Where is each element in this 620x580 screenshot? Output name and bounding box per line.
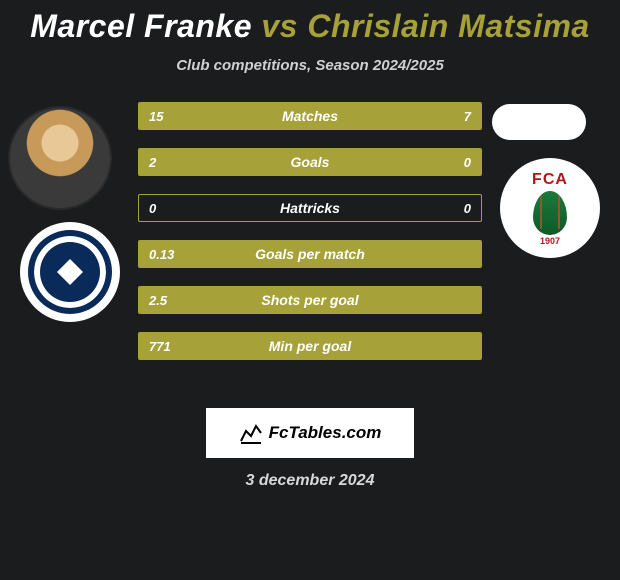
comparison-title: Marcel Franke vs Chrislain Matsima	[0, 0, 620, 45]
fca-year: 1907	[540, 236, 560, 246]
stat-row: 0 0Hattricks	[138, 194, 482, 222]
stat-fill-left	[139, 241, 481, 267]
brand-text: FcTables.com	[269, 423, 382, 443]
stat-value-left: 15	[149, 103, 163, 129]
stat-fill-left	[139, 333, 481, 359]
stat-value-left: 0	[149, 195, 156, 221]
player2-club-badge: FCA 1907	[500, 158, 600, 258]
stat-value-left: 771	[149, 333, 171, 359]
player2-avatar	[492, 104, 586, 140]
vs-text: vs	[261, 8, 298, 44]
fca-pinecone-icon	[533, 191, 567, 235]
stat-value-right: 7	[464, 103, 471, 129]
stat-value-right: 0	[464, 195, 471, 221]
content-area: FCA 1907 157Matches20Goals00Hattricks0.1…	[0, 102, 620, 402]
date-text: 3 december 2024	[0, 472, 620, 490]
player1-avatar	[8, 106, 112, 210]
stat-label: Hattricks	[139, 195, 481, 221]
stat-value-left: 2	[149, 149, 156, 175]
player1-club-badge	[20, 222, 120, 322]
stat-fill-left	[139, 149, 481, 175]
player2-name: Chrislain Matsima	[307, 8, 589, 44]
stat-value-left: 2.5	[149, 287, 167, 313]
stat-fill-left	[139, 287, 481, 313]
stat-value-left: 0.13	[149, 241, 174, 267]
stat-bars: 157Matches20Goals00Hattricks0.13Goals pe…	[138, 102, 482, 378]
player1-name: Marcel Franke	[30, 8, 252, 44]
stat-value-right: 0	[464, 149, 471, 175]
stat-row: 20Goals	[138, 148, 482, 176]
brand-badge: FcTables.com	[206, 408, 414, 458]
stat-row: 0.13Goals per match	[138, 240, 482, 268]
fca-abbr: FCA	[532, 171, 568, 189]
stat-row: 2.5Shots per goal	[138, 286, 482, 314]
subtitle: Club competitions, Season 2024/2025	[0, 57, 620, 74]
ksc-badge-icon	[28, 230, 112, 314]
stat-fill-left	[139, 103, 372, 129]
chart-icon	[239, 421, 263, 445]
stat-row: 157Matches	[138, 102, 482, 130]
stat-row: 771Min per goal	[138, 332, 482, 360]
